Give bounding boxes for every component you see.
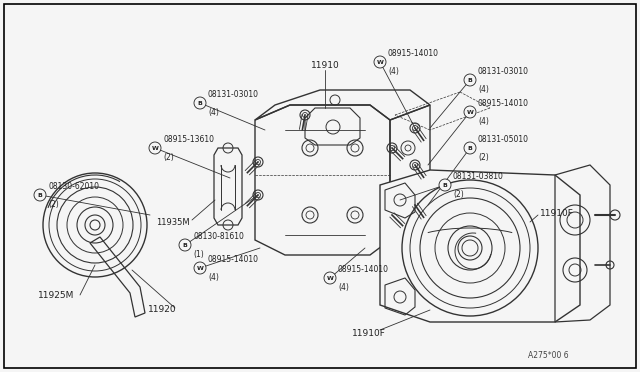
Circle shape [458, 236, 482, 260]
Text: B: B [182, 243, 188, 247]
Text: 11925M: 11925M [38, 291, 74, 299]
Text: 08130-62010: 08130-62010 [48, 182, 99, 191]
Circle shape [194, 262, 206, 274]
Text: 11910: 11910 [310, 61, 339, 70]
Text: 08915-14010: 08915-14010 [338, 265, 389, 274]
Text: 08130-81610: 08130-81610 [193, 232, 244, 241]
Text: W: W [152, 145, 159, 151]
Circle shape [464, 142, 476, 154]
Text: (2): (2) [478, 153, 489, 162]
Text: 08131-03010: 08131-03010 [478, 67, 529, 76]
Text: B: B [468, 77, 472, 83]
Text: 08131-05010: 08131-05010 [478, 135, 529, 144]
Text: (4): (4) [338, 283, 349, 292]
Text: A275*00 6: A275*00 6 [528, 350, 568, 359]
Text: W: W [376, 60, 383, 64]
Circle shape [439, 179, 451, 191]
Text: W: W [326, 276, 333, 280]
Text: B: B [198, 100, 202, 106]
Polygon shape [380, 170, 580, 322]
Text: (4): (4) [388, 67, 399, 76]
Circle shape [464, 74, 476, 86]
Text: (2): (2) [48, 200, 59, 209]
Text: 11920: 11920 [148, 305, 177, 314]
Text: 08131-03010: 08131-03010 [208, 90, 259, 99]
Circle shape [464, 106, 476, 118]
Circle shape [324, 272, 336, 284]
Circle shape [374, 56, 386, 68]
Text: (2): (2) [453, 190, 464, 199]
Text: W: W [196, 266, 204, 270]
Text: 08915-14010: 08915-14010 [388, 49, 439, 58]
Text: (4): (4) [208, 273, 219, 282]
Text: (4): (4) [208, 108, 219, 117]
Text: 08131-03810: 08131-03810 [453, 172, 504, 181]
Text: B: B [38, 192, 42, 198]
Text: (4): (4) [478, 85, 489, 94]
Text: (1): (1) [193, 250, 204, 259]
Text: 11910F: 11910F [352, 328, 386, 337]
Text: 11935M: 11935M [156, 218, 190, 227]
Text: 08915-13610: 08915-13610 [163, 135, 214, 144]
Text: W: W [467, 109, 474, 115]
Circle shape [34, 189, 46, 201]
Text: B: B [443, 183, 447, 187]
Text: B: B [468, 145, 472, 151]
Circle shape [194, 97, 206, 109]
Circle shape [179, 239, 191, 251]
Text: 08915-14010: 08915-14010 [478, 99, 529, 108]
Text: (2): (2) [163, 153, 173, 162]
Text: 08915-14010: 08915-14010 [208, 255, 259, 264]
Text: (4): (4) [478, 117, 489, 126]
Circle shape [149, 142, 161, 154]
Text: 11910F: 11910F [540, 208, 574, 218]
